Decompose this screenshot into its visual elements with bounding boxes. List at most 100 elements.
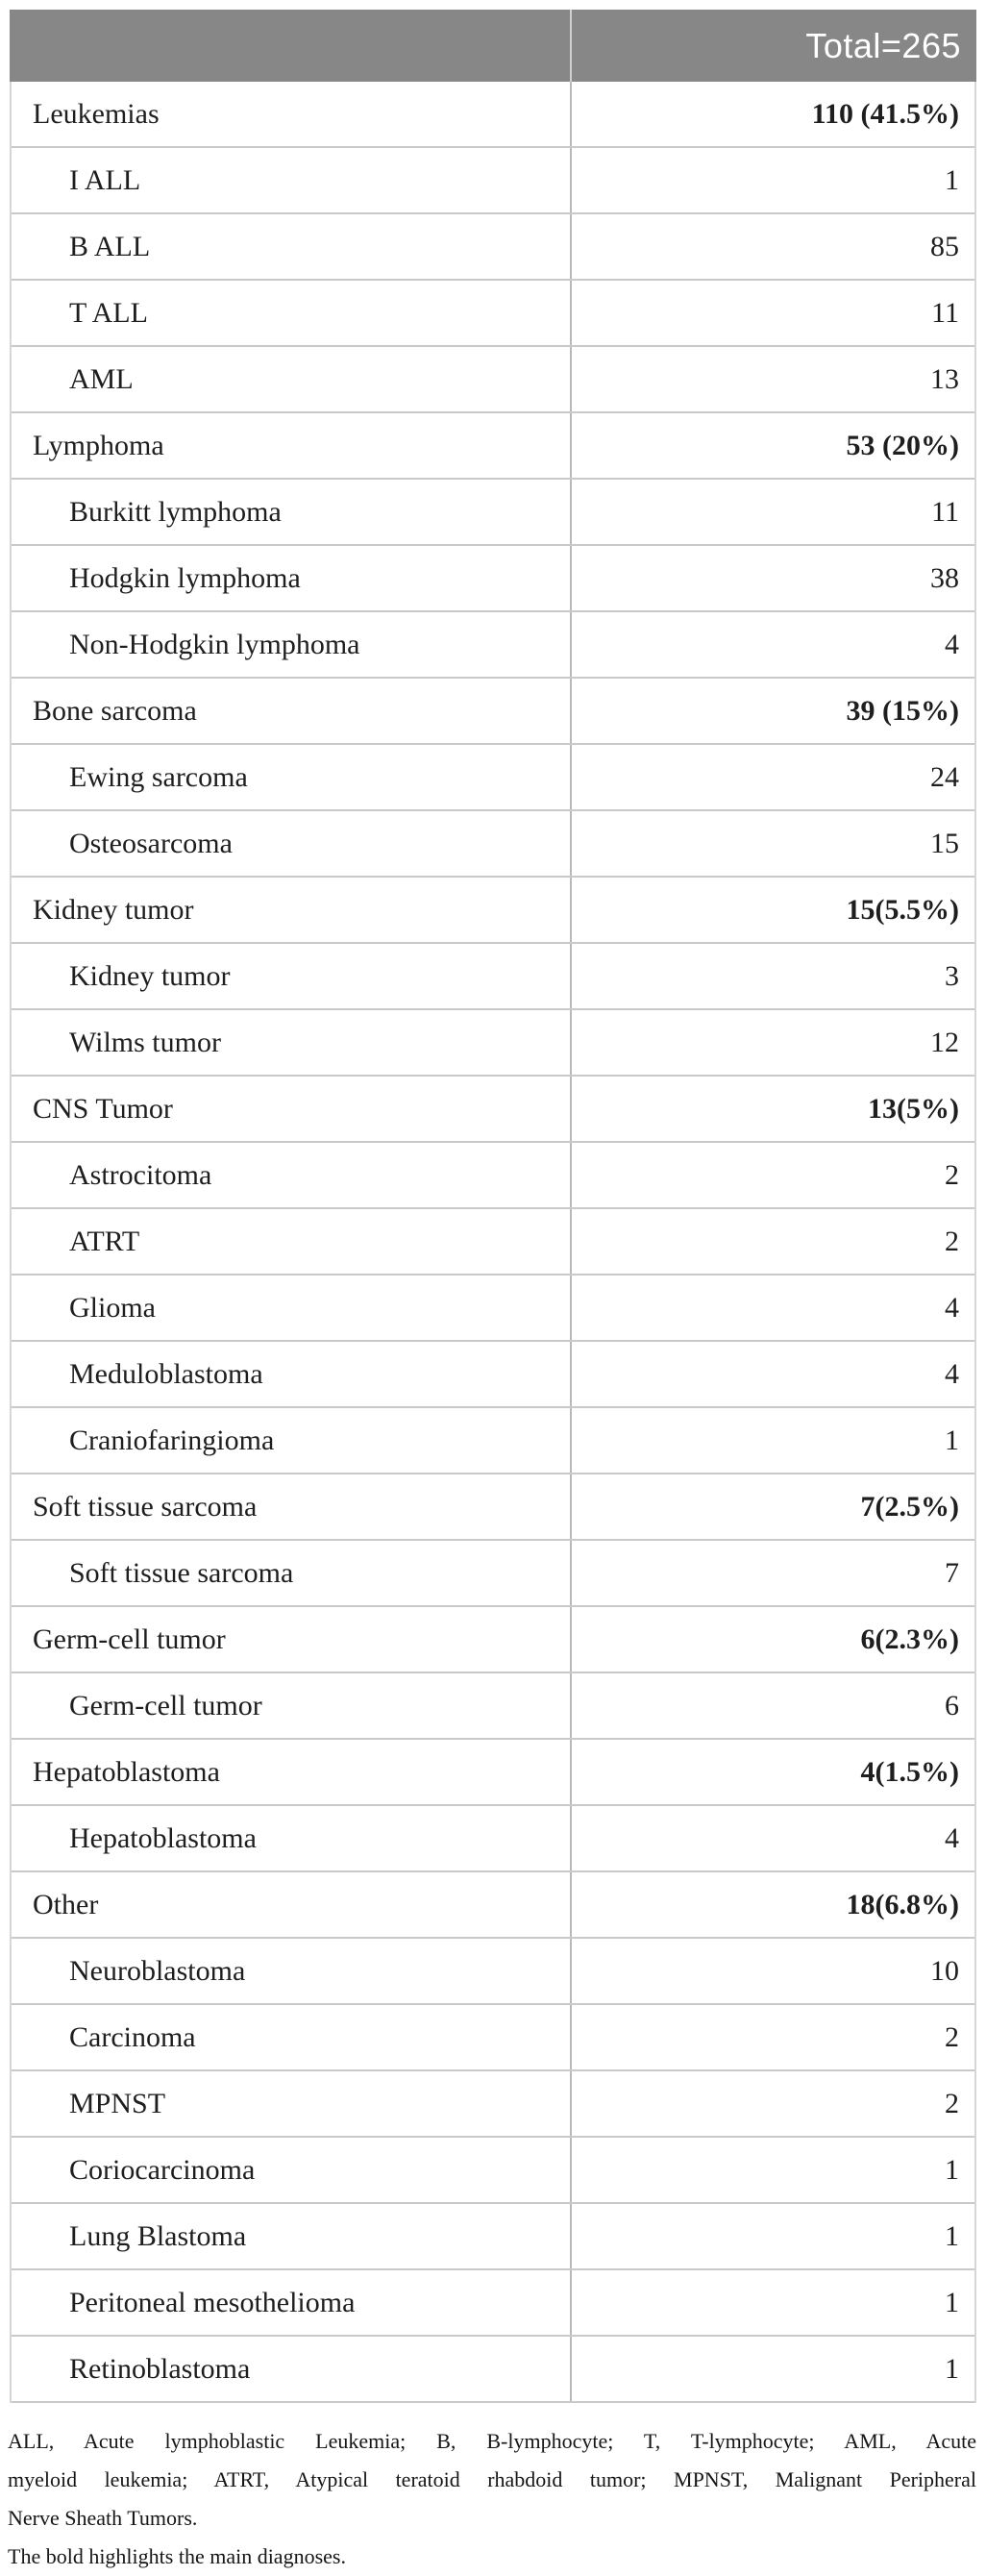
count-value: 11 <box>931 495 959 528</box>
table-row: Hepatoblastoma 4 <box>12 1806 974 1872</box>
table-row: Ewing sarcoma 24 <box>12 745 974 811</box>
table-row: Leukemias 110 (41.5%) <box>12 82 974 148</box>
count-value: 4 <box>945 628 959 660</box>
diagnosis-label: ATRT <box>12 1209 572 1274</box>
table-row: CNS Tumor 13(5%) <box>12 1077 974 1143</box>
diagnosis-label: Lymphoma <box>12 413 572 478</box>
diagnoses-table: Total=265 Leukemias 110 (41.5%) I ALL 1 … <box>10 10 976 2403</box>
table-row: MPNST 2 <box>12 2071 974 2138</box>
count-value: 10 <box>930 1954 959 1987</box>
count-value: 38 <box>930 561 959 594</box>
count-value: 15 <box>930 827 959 859</box>
count-value: 24 <box>930 760 959 793</box>
footnotes: ALL, Acute lymphoblastic Leukemia; B, B-… <box>8 2422 976 2576</box>
table-row: Meduloblastoma 4 <box>12 1342 974 1408</box>
diagnosis-label: Kidney tumor <box>12 944 572 1008</box>
count-value: 6 <box>945 1689 959 1721</box>
diagnosis-label: Hodgkin lymphoma <box>12 546 572 610</box>
count-value: 1 <box>945 163 959 196</box>
count-value: 4 <box>945 1821 959 1854</box>
table-row: B ALL 85 <box>12 214 974 281</box>
table-row: ATRT 2 <box>12 1209 974 1276</box>
diagnosis-label: Other <box>12 1872 572 1937</box>
count-value: 12 <box>930 1026 959 1058</box>
table-row: Other 18(6.8%) <box>12 1872 974 1939</box>
count-value: 1 <box>945 2219 959 2252</box>
count-value: 15(5.5%) <box>846 893 959 926</box>
diagnosis-label: Neuroblastoma <box>12 1939 572 2003</box>
diagnosis-label: Soft tissue sarcoma <box>12 1474 572 1539</box>
table-row: Non-Hodgkin lymphoma 4 <box>12 612 974 679</box>
abbreviation-line: Nerve Sheath Tumors. <box>8 2506 198 2530</box>
diagnosis-label: Retinoblastoma <box>12 2337 572 2401</box>
table-row: Germ-cell tumor 6(2.3%) <box>12 1607 974 1673</box>
table-row: Hodgkin lymphoma 38 <box>12 546 974 612</box>
count-value: 53 (20%) <box>846 429 959 461</box>
count-value: 4(1.5%) <box>860 1755 959 1788</box>
diagnosis-label: T ALL <box>12 281 572 345</box>
table-row: Retinoblastoma 1 <box>12 2337 974 2403</box>
diagnosis-label: Germ-cell tumor <box>12 1607 572 1672</box>
table-body: Leukemias 110 (41.5%) I ALL 1 B ALL 85 T… <box>10 82 976 2403</box>
table-row: Coriocarcinoma 1 <box>12 2138 974 2204</box>
table-row: Neuroblastoma 10 <box>12 1939 974 2005</box>
header-total-cell: Total=265 <box>805 25 961 65</box>
diagnosis-label: Non-Hodgkin lymphoma <box>12 612 572 677</box>
diagnosis-label: Hepatoblastoma <box>12 1740 572 1804</box>
count-value: 1 <box>945 1424 959 1456</box>
header-empty-cell <box>10 10 572 82</box>
table-row: Carcinoma 2 <box>12 2005 974 2071</box>
diagnosis-label: Soft tissue sarcoma <box>12 1541 572 1605</box>
table-row: Wilms tumor 12 <box>12 1010 974 1077</box>
diagnosis-label: Wilms tumor <box>12 1010 572 1075</box>
table-row: T ALL 11 <box>12 281 974 347</box>
diagnosis-label: Ewing sarcoma <box>12 745 572 809</box>
count-value: 18(6.8%) <box>846 1888 959 1920</box>
table-row: Soft tissue sarcoma 7(2.5%) <box>12 1474 974 1541</box>
diagnosis-label: Lung Blastoma <box>12 2204 572 2268</box>
table-row: Kidney tumor 15(5.5%) <box>12 878 974 944</box>
count-value: 1 <box>945 2352 959 2385</box>
table-row: Bone sarcoma 39 (15%) <box>12 679 974 745</box>
table-row: Glioma 4 <box>12 1276 974 1342</box>
count-value: 3 <box>945 959 959 992</box>
table-row: Germ-cell tumor 6 <box>12 1673 974 1740</box>
abbreviation-line: myeloid leukemia; ATRT, Atypical teratoi… <box>8 2467 976 2491</box>
table-row: I ALL 1 <box>12 148 974 214</box>
count-value: 39 (15%) <box>846 694 959 727</box>
diagnosis-label: Leukemias <box>12 82 572 146</box>
count-value: 2 <box>945 1225 959 1257</box>
diagnosis-label: Kidney tumor <box>12 878 572 942</box>
table-row: Lymphoma 53 (20%) <box>12 413 974 480</box>
diagnosis-label: MPNST <box>12 2071 572 2136</box>
count-value: 11 <box>931 296 959 329</box>
count-value: 6(2.3%) <box>860 1622 959 1655</box>
diagnosis-label: Glioma <box>12 1276 572 1340</box>
count-value: 13 <box>930 362 959 395</box>
diagnosis-label: I ALL <box>12 148 572 212</box>
count-value: 110 (41.5%) <box>811 97 959 130</box>
table-row: Astrocitoma 2 <box>12 1143 974 1209</box>
count-value: 13(5%) <box>868 1092 959 1125</box>
count-value: 2 <box>945 2087 959 2119</box>
diagnosis-label: AML <box>12 347 572 411</box>
diagnosis-label: Meduloblastoma <box>12 1342 572 1406</box>
abbreviation-line: ALL, Acute lymphoblastic Leukemia; B, B-… <box>8 2429 976 2453</box>
table-row: Lung Blastoma 1 <box>12 2204 974 2270</box>
count-value: 2 <box>945 2020 959 2053</box>
diagnosis-label: Peritoneal mesothelioma <box>12 2270 572 2335</box>
diagnosis-label: Burkitt lymphoma <box>12 480 572 544</box>
diagnosis-label: Germ-cell tumor <box>12 1673 572 1738</box>
table-row: Craniofaringioma 1 <box>12 1408 974 1474</box>
table-row: Hepatoblastoma 4(1.5%) <box>12 1740 974 1806</box>
count-value: 7(2.5%) <box>860 1490 959 1523</box>
count-value: 2 <box>945 1158 959 1191</box>
diagnosis-label: Hepatoblastoma <box>12 1806 572 1870</box>
count-value: 1 <box>945 2153 959 2186</box>
table-header-row: Total=265 <box>10 10 976 82</box>
table-row: Soft tissue sarcoma 7 <box>12 1541 974 1607</box>
table-row: Osteosarcoma 15 <box>12 811 974 878</box>
diagnosis-label: B ALL <box>12 214 572 279</box>
diagnosis-label: Astrocitoma <box>12 1143 572 1207</box>
